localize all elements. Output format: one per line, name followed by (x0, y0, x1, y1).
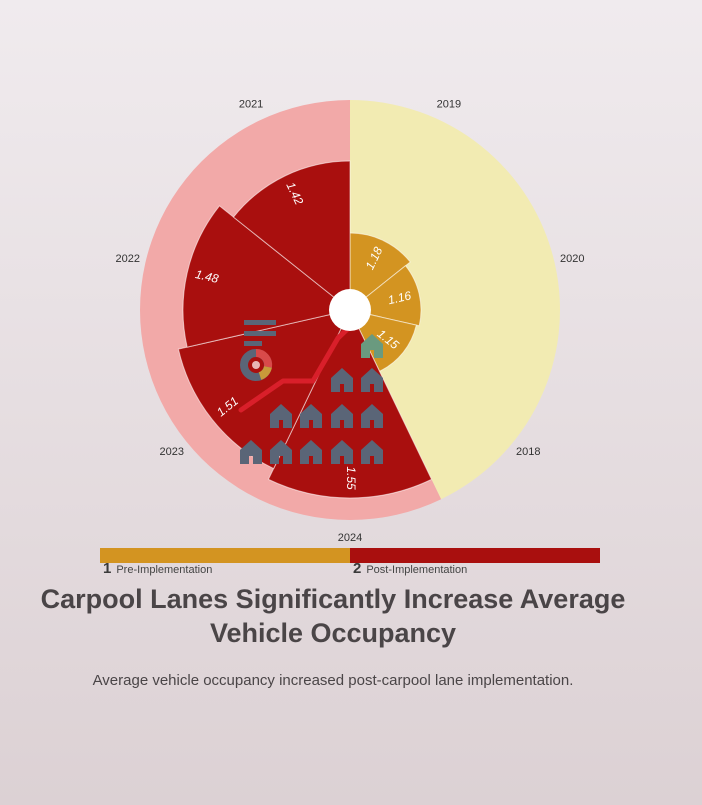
legend-number: 2 (353, 560, 362, 577)
legend-bar-post (350, 548, 600, 563)
year-label-2018: 2018 (516, 446, 540, 458)
house-icon (331, 368, 353, 392)
mini-bar-icon (244, 331, 276, 336)
mini-donut-segment-icon (255, 349, 273, 368)
year-label-2024: 2024 (338, 532, 362, 544)
house-icon (240, 440, 262, 464)
year-label-2021: 2021 (239, 98, 263, 110)
value-label-2020: 1.16 (387, 288, 413, 307)
value-label-2024: 1.55 (344, 466, 358, 490)
legend-label: Post-Implementation (366, 564, 468, 576)
band-pre-implementation (350, 100, 560, 500)
year-label-2022: 2022 (115, 253, 139, 265)
house-icon (300, 404, 322, 428)
mini-bar-icon (244, 320, 276, 325)
wedge-2019 (349, 232, 411, 312)
house-icon (270, 404, 292, 428)
value-label-2022: 1.48 (194, 267, 220, 286)
legend-item-post: 2 Post-Implementation (353, 560, 467, 577)
house-icon-highlight (361, 334, 383, 358)
house-icon (331, 404, 353, 428)
house-icon (270, 440, 292, 464)
year-label-2020: 2020 (560, 253, 584, 265)
year-label-2019: 2019 (437, 98, 461, 110)
house-icon (361, 404, 383, 428)
legend-bar-pre (100, 548, 350, 563)
legend: 1 Pre-Implementation 2 Post-Implementati… (100, 548, 600, 582)
mini-donut-core-icon (252, 361, 260, 369)
legend-item-pre: 1 Pre-Implementation (103, 560, 212, 577)
value-wedges (177, 160, 433, 499)
mini-bar-icon (244, 341, 262, 346)
year-label-2023: 2023 (160, 446, 184, 458)
wedge-2021 (232, 160, 351, 312)
year-labels: 2019 2020 2018 2024 2023 2022 2021 (115, 98, 584, 543)
wedge-2022 (182, 205, 352, 348)
radial-chart: 1.181.161.151.551.511.481.42 20192020201… (115, 98, 584, 543)
trend-arrow-icon (238, 317, 360, 413)
house-icon (300, 440, 322, 464)
legend-label: Pre-Implementation (116, 564, 213, 576)
house-icon (361, 440, 383, 464)
mini-donut-segment-icon (258, 365, 272, 380)
chart-subtitle: Average vehicle occupancy increased post… (92, 672, 574, 689)
center-hole (329, 289, 371, 331)
house-icon (331, 440, 353, 464)
legend-number: 1 (103, 560, 112, 577)
chart-title: Carpool Lanes Significantly Increase Ave… (40, 584, 626, 648)
decorative-icons (238, 314, 383, 464)
house-icon (361, 368, 383, 392)
